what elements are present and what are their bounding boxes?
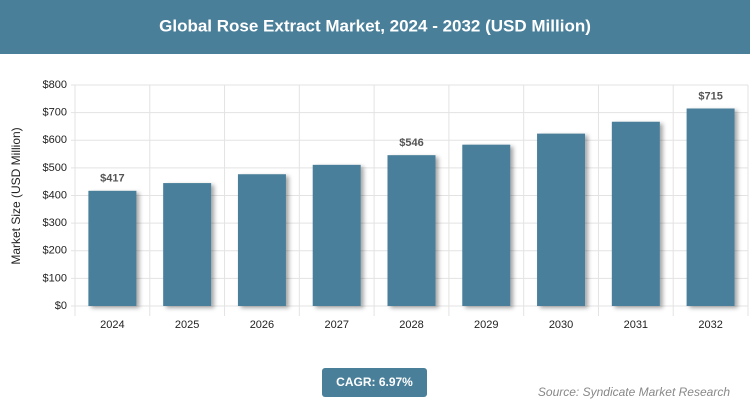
bar: [537, 133, 586, 306]
header-band: [0, 0, 750, 54]
bar: [686, 108, 735, 306]
y-tick-label: $700: [43, 107, 67, 119]
cagr-box: [322, 368, 427, 397]
value-label: $715: [698, 90, 722, 102]
value-label: $417: [100, 173, 124, 185]
bar: [237, 174, 286, 306]
x-tick-label: 2030: [549, 319, 573, 331]
y-tick-label: $400: [43, 189, 67, 201]
y-axis-label: Market Size (USD Million): [9, 127, 23, 264]
chart-title: Global Rose Extract Market, 2024 - 2032 …: [159, 16, 591, 35]
bar: [462, 144, 511, 306]
x-tick-label: 2032: [698, 319, 722, 331]
y-tick-label: $200: [43, 245, 67, 257]
x-tick-label: 2031: [624, 319, 648, 331]
y-tick-label: $800: [43, 79, 67, 91]
source-note: Source: Syndicate Market Research: [538, 385, 730, 399]
x-tick-label: 2029: [474, 319, 498, 331]
bar: [88, 190, 137, 306]
bar: [387, 155, 436, 306]
x-tick-label: 2026: [250, 319, 274, 331]
y-tick-label: $100: [43, 272, 67, 284]
bar: [312, 164, 361, 306]
bar: [611, 121, 660, 307]
y-tick-label: $300: [43, 217, 67, 229]
value-label: $546: [399, 137, 423, 149]
x-tick-label: 2024: [100, 319, 124, 331]
cagr-label: CAGR: 6.97%: [336, 375, 413, 389]
x-tick-label: 2027: [324, 319, 348, 331]
y-tick-label: $500: [43, 162, 67, 174]
bar: [163, 183, 212, 306]
x-tick-label: 2025: [175, 319, 199, 331]
y-tick-label: $600: [43, 134, 67, 146]
y-tick-label: $0: [55, 300, 67, 312]
x-tick-label: 2028: [399, 319, 423, 331]
